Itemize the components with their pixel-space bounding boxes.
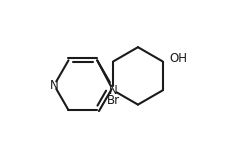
Text: N: N (109, 84, 117, 97)
Text: Br: Br (106, 94, 120, 107)
Text: OH: OH (169, 52, 187, 65)
Text: N: N (50, 79, 58, 92)
